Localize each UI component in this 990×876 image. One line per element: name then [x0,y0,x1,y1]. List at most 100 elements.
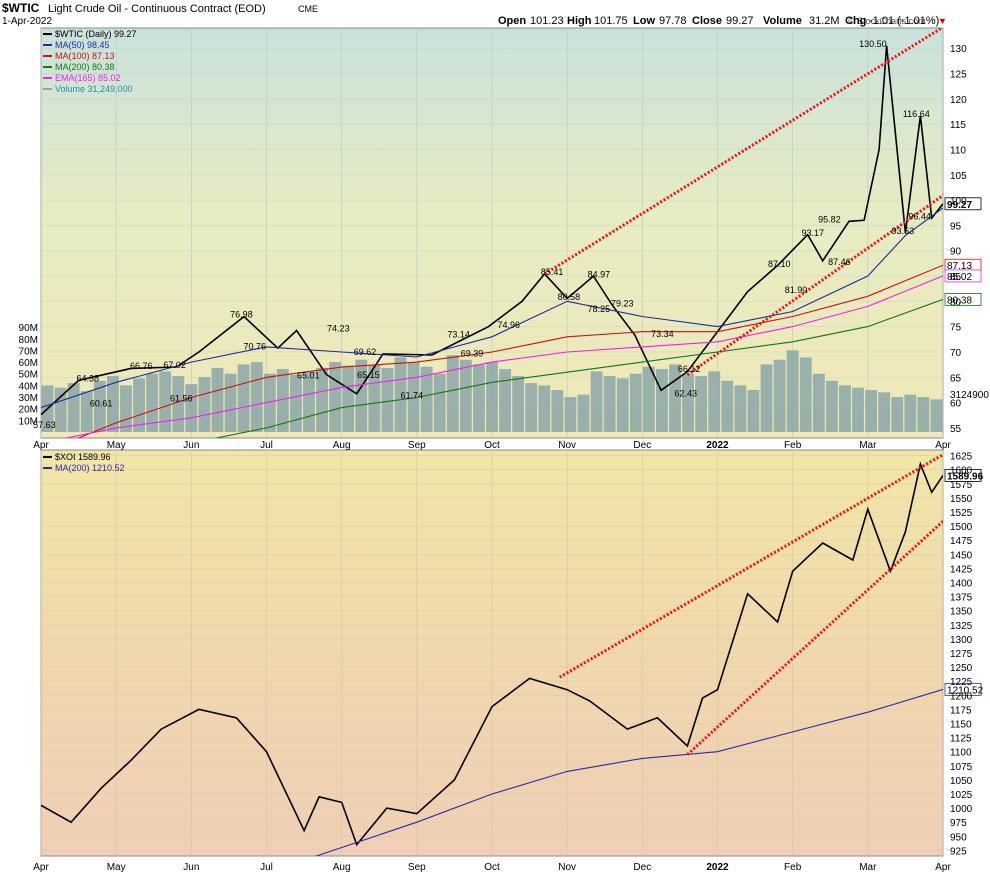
y-tick-label: 925 [950,846,967,857]
y-tick-label: 1325 [950,621,973,632]
volume-bar [303,371,315,432]
y-tick-label: 1100 [950,748,972,759]
chart-date: 1-Apr-2022 [2,16,52,27]
volume-bar [355,359,368,432]
x-tick-label: Nov [558,862,576,873]
volume-bar [185,384,198,432]
y-tick-label: 1525 [950,508,973,519]
y-tick-label: 115 [950,120,966,131]
volume-bar [577,394,590,432]
y-tick-label: 1025 [950,790,973,801]
volume-bar [472,364,485,432]
x-tick-label: Jul [260,862,273,873]
volume-bar [512,376,525,432]
y-tick-label: 1625 [950,452,973,463]
x-tick-label: Aug [333,440,351,451]
volume-bar [538,385,551,432]
y-tick-label: 1425 [950,564,973,575]
down-arrow-icon: ▼ [938,16,947,26]
price-label: 130.50 [859,39,887,49]
exchange: CME [298,4,318,14]
value-box [944,269,982,283]
x-tick-label: 2022 [706,862,729,873]
y-tick-label: 1150 [950,719,972,730]
y-tick-label: 1200 [950,691,973,702]
legend-entry: EMA(165) 85.02 [55,73,121,83]
x-tick-label: Sep [408,440,426,451]
price-label: 65.15 [357,370,380,380]
price-label: 66.12 [678,364,701,374]
y-tick-label: 55 [950,424,962,435]
price-label: 61.56 [170,394,193,404]
volume-bar [80,391,93,432]
low-label: Low [633,15,655,27]
price-label: 74.23 [327,324,350,334]
volume-tick-label: 60M [19,358,38,369]
volume-bar [669,364,681,432]
volume-bar [839,385,851,432]
watermark: © StockCharts.com [848,16,926,26]
volume-bar [237,364,250,432]
x-tick-label: Mar [859,440,877,451]
volume-bar [459,359,472,432]
volume-bar [852,387,864,432]
x-tick-label: Apr [33,862,49,873]
price-label: 73.14 [447,329,470,339]
price-label: 93.53 [892,226,915,236]
price-label: 78.25 [588,304,611,314]
y-tick-label: 975 [950,818,967,829]
y-tick-label: 1125 [950,734,972,745]
volume-bar [316,367,328,432]
volume-bar [525,383,538,432]
value-box [944,197,982,211]
x-tick-label: Dec [633,440,651,451]
volume-bar [407,362,420,432]
volume-bar [211,367,224,432]
price-label: 57.63 [33,420,56,430]
value-box-label: 1589.96 [947,471,984,482]
volume-bar [276,369,289,432]
y-tick-label: 1350 [950,607,973,618]
y-tick-label: 60 [950,399,962,410]
subtitle: Light Crude Oil - Continuous Contract (E… [48,3,266,15]
volume-bar [93,380,106,432]
volume-bar [708,371,721,432]
series-line-ma200 [213,298,943,438]
trend-line [686,519,943,756]
y-tick-label: 65 [950,373,962,384]
value-box-label: 99.27 [947,200,972,211]
volume-bar [891,397,904,432]
volume-bar [289,374,302,432]
volume-tick-label: 70M [19,346,38,357]
volume-bar [329,362,342,432]
y-tick-label: 105 [950,171,967,182]
close-label: Close [692,15,722,27]
y-tick-label: 1300 [950,635,973,646]
y-tick-label: 1050 [950,776,973,787]
y-tick-label: 110 [950,145,966,156]
value-box-label: 1210.52 [947,685,984,696]
value-box [944,468,982,482]
volume-bar [551,390,564,432]
volume-label: Volume [763,15,802,27]
price-label: 60.61 [90,399,113,409]
legend-entry: $WTIC (Daily) 99.27 [55,29,137,39]
y-tick-label: 75 [950,323,962,334]
volume-bar [590,371,603,432]
y-tick-label: 1500 [950,522,973,533]
price-label: 85.41 [541,267,564,277]
x-tick-label: Aug [333,862,351,873]
volume-bar [721,380,734,432]
value-box [944,682,982,696]
volume-bar [917,397,930,432]
volume-bar [133,378,145,432]
volume-layer [41,350,943,432]
volume-bar [486,362,498,432]
volume-bar [342,365,355,432]
volume-tick-label: 50M [19,370,38,381]
trend-line [686,193,943,376]
x-tick-label: Nov [558,440,576,451]
ohlc-readout: Open 101.23 High 101.75 Low 97.78 Close … [498,15,947,27]
